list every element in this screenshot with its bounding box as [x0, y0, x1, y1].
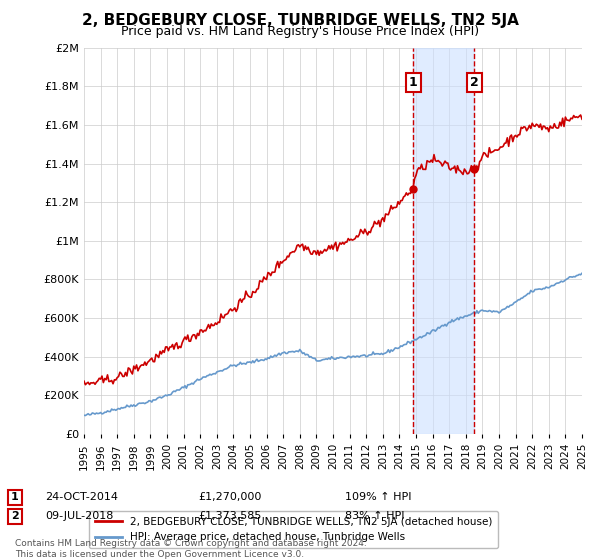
- Text: Contains HM Land Registry data © Crown copyright and database right 2024.
This d: Contains HM Land Registry data © Crown c…: [15, 539, 367, 559]
- Text: 24-OCT-2014: 24-OCT-2014: [45, 492, 118, 502]
- Text: 109% ↑ HPI: 109% ↑ HPI: [345, 492, 412, 502]
- Text: 2: 2: [470, 76, 479, 89]
- Text: 83% ↑ HPI: 83% ↑ HPI: [345, 511, 404, 521]
- Text: Price paid vs. HM Land Registry's House Price Index (HPI): Price paid vs. HM Land Registry's House …: [121, 25, 479, 38]
- Text: £1,270,000: £1,270,000: [198, 492, 262, 502]
- Text: 1: 1: [11, 492, 19, 502]
- Text: 2: 2: [11, 511, 19, 521]
- Legend: 2, BEDGEBURY CLOSE, TUNBRIDGE WELLS, TN2 5JA (detached house), HPI: Average pric: 2, BEDGEBURY CLOSE, TUNBRIDGE WELLS, TN2…: [89, 511, 499, 548]
- Text: 1: 1: [409, 76, 418, 89]
- Text: 09-JUL-2018: 09-JUL-2018: [45, 511, 113, 521]
- Text: 2, BEDGEBURY CLOSE, TUNBRIDGE WELLS, TN2 5JA: 2, BEDGEBURY CLOSE, TUNBRIDGE WELLS, TN2…: [82, 13, 518, 28]
- Text: £1,373,585: £1,373,585: [198, 511, 262, 521]
- Bar: [413, 48, 475, 434]
